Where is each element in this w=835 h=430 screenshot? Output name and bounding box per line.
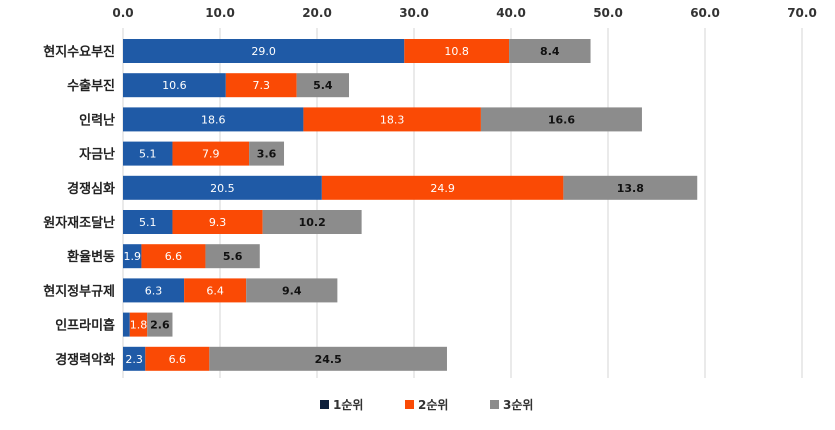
bar-segment (321, 175, 564, 200)
data-label: 2.3 (125, 353, 143, 366)
bar-segment (123, 39, 405, 63)
category-label: 경쟁심화 (67, 181, 115, 197)
bar-segment (225, 73, 297, 98)
bar-segment (249, 141, 285, 166)
category-label: 환율변동 (67, 249, 115, 265)
data-label: 5.6 (223, 250, 243, 263)
legend-label: 1순위 (333, 398, 363, 412)
bar-segment (123, 107, 304, 132)
category-label: 자금난 (79, 148, 115, 163)
bar-segment (123, 175, 322, 200)
data-label: 18.6 (201, 113, 226, 126)
data-label: 5.1 (139, 216, 157, 229)
bar-segment (123, 141, 173, 166)
data-label: 13.8 (617, 182, 644, 195)
legend-label: 3순위 (503, 398, 533, 412)
data-label: 6.6 (169, 353, 187, 366)
x-tick-label: 70.0 (787, 6, 817, 20)
bar-segment (172, 210, 263, 234)
category-labels: 현지수요부진수출부진인력난자금난경쟁심화원자재조달난환율변동현지정부규제인프라미… (43, 44, 115, 368)
x-tick-label: 30.0 (399, 6, 429, 20)
data-label: 2.6 (150, 319, 170, 332)
x-tick-label: 40.0 (496, 6, 526, 20)
data-label: 24.9 (430, 182, 455, 195)
category-label: 인력난 (79, 112, 115, 128)
bar-segment (123, 244, 142, 269)
bar-segment (129, 312, 148, 337)
x-tick-label: 20.0 (302, 6, 332, 20)
category-label: 원자재조달난 (43, 216, 115, 231)
bar-segment (563, 175, 698, 200)
legend: 1순위 2순위 3순위 (320, 398, 533, 412)
bar-segment (123, 278, 185, 303)
bar-segment (209, 346, 447, 371)
legend-swatch (490, 400, 499, 409)
data-label: 6.4 (206, 284, 224, 297)
data-label: 18.3 (380, 113, 405, 126)
legend-swatch (405, 400, 414, 409)
data-label: 8.4 (540, 45, 560, 58)
bar-segment (296, 73, 350, 98)
bar-segment (141, 244, 206, 269)
data-label: 16.6 (548, 113, 575, 126)
legend-swatch (320, 400, 329, 409)
category-label: 경쟁력악화 (55, 352, 115, 368)
bars: 29.0 10.8 8.4 10.6 7.3 5.4 18.6 18.3 16.6 5.1 7.9 3… (123, 39, 698, 371)
x-tick-label: 10.0 (205, 6, 235, 20)
data-label: 24.5 (315, 353, 342, 366)
category-label: 현지수요부진 (43, 44, 115, 60)
bar-segment (123, 73, 226, 98)
bar-segment (246, 278, 338, 303)
data-label: 10.2 (299, 216, 326, 229)
data-label: 20.5 (210, 182, 235, 195)
data-label: 7.3 (252, 79, 270, 92)
bar-segment (145, 346, 210, 371)
bar-segment (123, 210, 173, 234)
bar-segment (123, 346, 146, 371)
data-label: 1.8 (130, 319, 148, 332)
data-label: 9.3 (209, 216, 227, 229)
data-label: 6.3 (145, 284, 163, 297)
category-label: 수출부진 (67, 78, 115, 94)
category-label: 인프라미흡 (55, 318, 115, 334)
bar-segment (262, 210, 362, 234)
bar-segment (404, 39, 510, 63)
x-tick-label: 0.0 (112, 6, 133, 20)
data-label: 29.0 (251, 45, 276, 58)
data-label: 10.8 (444, 45, 469, 58)
bar-segment (147, 312, 173, 337)
data-label: 5.4 (313, 79, 333, 92)
data-label: 3.6 (257, 148, 277, 161)
data-label: 5.1 (139, 148, 157, 161)
x-axis-tick-labels: 0.0 10.0 20.0 30.0 40.0 50.0 60.0 70.0 (112, 6, 816, 20)
data-label: 10.6 (162, 79, 187, 92)
legend-label: 2순위 (418, 398, 448, 412)
x-tick-label: 50.0 (593, 6, 623, 20)
bar-segment (509, 39, 591, 63)
bar-segment (184, 278, 247, 303)
bar-segment (172, 141, 250, 166)
data-label: 6.6 (165, 250, 183, 263)
category-label: 현지정부규제 (43, 283, 115, 299)
bar-segment (303, 107, 481, 132)
data-label: 9.4 (282, 284, 302, 297)
bar-segment (480, 107, 642, 132)
data-label: 1.9 (123, 250, 141, 263)
x-tick-label: 60.0 (690, 6, 720, 20)
bar-segment (205, 244, 260, 269)
bar-segment (123, 312, 130, 337)
data-label: 7.9 (202, 148, 220, 161)
